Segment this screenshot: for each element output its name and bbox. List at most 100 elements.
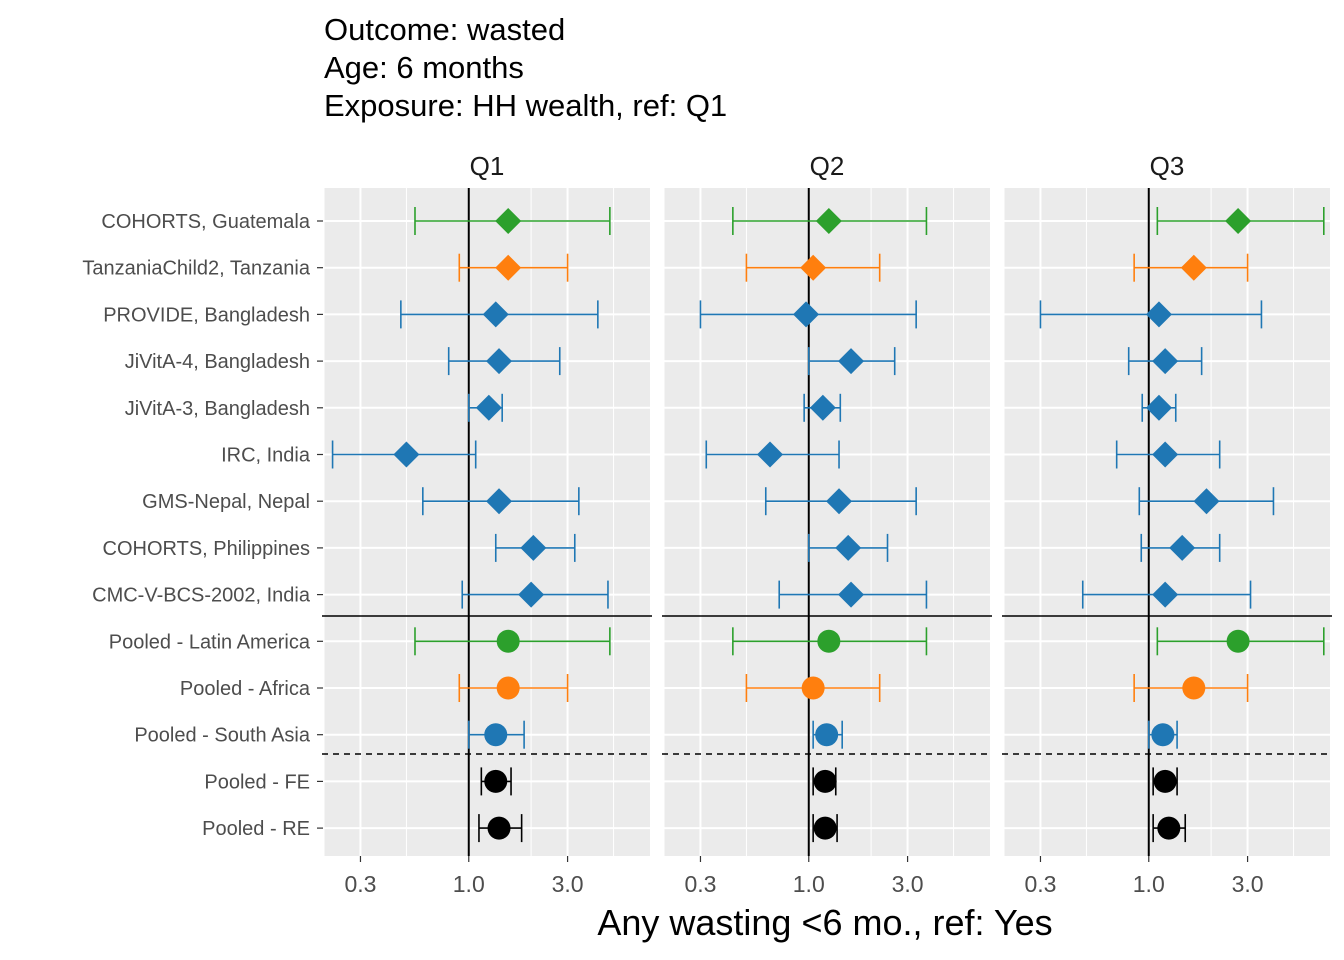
estimate-pooled-south-asia xyxy=(812,720,843,749)
estimate-provide-bangladesh xyxy=(699,300,917,329)
point-estimate-diamond xyxy=(800,254,827,281)
estimate-pooled-re xyxy=(812,814,838,843)
estimate-cohorts-philippines xyxy=(494,533,576,562)
estimate-cohorts-guatemala xyxy=(414,207,611,235)
point-estimate-diamond xyxy=(1225,208,1252,234)
pooled-estimate-point xyxy=(801,676,825,700)
estimate-cmc-v-bcs-2002-india xyxy=(1081,580,1252,609)
row-label-pooled-africa: Pooled - Africa xyxy=(180,678,311,700)
estimate-tanzaniachild2-tanzania xyxy=(458,253,569,282)
x-tick-label: 3.0 xyxy=(552,871,584,897)
x-tick-label: 1.0 xyxy=(793,871,825,897)
panel-background xyxy=(1004,188,1330,856)
estimate-pooled-africa xyxy=(1133,674,1249,702)
pooled-estimate-point xyxy=(813,769,837,793)
pooled-estimate-point xyxy=(484,769,508,793)
point-estimate-diamond xyxy=(1169,534,1196,561)
estimate-pooled-fe xyxy=(480,767,512,796)
estimate-gms-nepal-nepal xyxy=(1138,487,1275,516)
row-label-provide-bangladesh: PROVIDE, Bangladesh xyxy=(103,304,310,326)
x-tick-label: 1.0 xyxy=(1133,871,1165,897)
row-labels: COHORTS, Guatemala TanzaniaChild2, Tanzan… xyxy=(82,211,323,840)
point-estimate-diamond xyxy=(1145,301,1172,328)
row-label-pooled-re: Pooled - RE xyxy=(202,818,310,840)
estimate-cohorts-guatemala xyxy=(1156,207,1325,235)
x-tick-label: 0.3 xyxy=(684,871,716,897)
facet-panels: Q1 0.3 1.0 3.0 Q2 0.3 1.0 3.0 Q3 0.3 1.0 3.0 xyxy=(322,151,1332,897)
facet-strip-label: Q2 xyxy=(810,151,845,181)
row-label-cmc-v-bcs-2002-india: CMC-V-BCS-2002, India xyxy=(92,585,311,607)
facet-strip-label: Q1 xyxy=(470,151,505,181)
estimate-gms-nepal-nepal xyxy=(764,487,917,516)
point-estimate-diamond xyxy=(793,301,820,328)
estimate-pooled-latin-america xyxy=(732,627,928,656)
row-label-cohorts-guatemala: COHORTS, Guatemala xyxy=(101,211,310,233)
pooled-estimate-point xyxy=(487,816,511,840)
row-label-gms-nepal-nepal: GMS-Nepal, Nepal xyxy=(142,491,310,513)
panel-background xyxy=(664,188,990,856)
x-tick-label: 1.0 xyxy=(453,871,485,897)
estimate-tanzaniachild2-tanzania xyxy=(745,253,881,282)
x-tick-label: 0.3 xyxy=(1024,871,1056,897)
pooled-estimate-point xyxy=(815,723,839,747)
estimate-provide-bangladesh xyxy=(400,300,599,329)
estimate-cohorts-guatemala xyxy=(732,207,928,235)
estimate-jivita-3-bangladesh xyxy=(1141,393,1177,422)
estimate-provide-bangladesh xyxy=(1039,300,1263,329)
estimate-pooled-fe xyxy=(1152,767,1178,796)
title-line-exposure: Exposure: HH wealth, ref: Q1 xyxy=(324,88,727,123)
estimate-irc-india xyxy=(705,440,840,469)
point-estimate-diamond xyxy=(482,301,509,328)
point-estimate-diamond xyxy=(809,394,836,421)
point-estimate-diamond xyxy=(495,254,522,281)
point-estimate-diamond xyxy=(486,348,513,375)
estimate-gms-nepal-nepal xyxy=(422,487,580,516)
pooled-estimate-point xyxy=(813,816,837,840)
row-label-pooled-south-asia: Pooled - South Asia xyxy=(134,725,311,747)
estimate-tanzaniachild2-tanzania xyxy=(1133,253,1249,282)
point-estimate-diamond xyxy=(815,208,842,234)
point-estimate-diamond xyxy=(486,488,513,515)
estimate-pooled-africa xyxy=(458,674,569,702)
row-label-tanzaniachild2-tanzania: TanzaniaChild2, Tanzania xyxy=(82,258,310,280)
estimate-jivita-4-bangladesh xyxy=(807,347,896,376)
pooled-estimate-point xyxy=(1182,676,1206,700)
point-estimate-diamond xyxy=(495,208,522,234)
estimate-pooled-south-asia xyxy=(467,720,525,749)
row-label-pooled-latin-america: Pooled - Latin America xyxy=(109,631,311,653)
x-axis-title: Any wasting <6 mo., ref: Yes xyxy=(597,902,1052,943)
point-estimate-diamond xyxy=(1152,348,1179,375)
estimate-pooled-latin-america xyxy=(414,627,611,656)
point-estimate-diamond xyxy=(475,394,502,421)
row-label-pooled-fe: Pooled - FE xyxy=(204,771,310,793)
estimate-jivita-3-bangladesh xyxy=(803,393,842,422)
x-tick-label: 0.3 xyxy=(344,871,376,897)
estimate-irc-india xyxy=(1115,440,1221,469)
point-estimate-diamond xyxy=(835,534,862,561)
estimate-pooled-latin-america xyxy=(1156,627,1325,656)
estimate-jivita-4-bangladesh xyxy=(1127,347,1203,376)
estimate-pooled-south-asia xyxy=(1147,720,1178,749)
panel-q2: Q2 0.3 1.0 3.0 xyxy=(662,151,992,897)
estimate-pooled-re xyxy=(1152,814,1187,843)
point-estimate-diamond xyxy=(1193,488,1220,515)
point-estimate-diamond xyxy=(1145,394,1172,421)
row-label-jivita-3-bangladesh: JiVitA-3, Bangladesh xyxy=(125,398,310,420)
point-estimate-diamond xyxy=(1152,441,1179,468)
estimate-pooled-fe xyxy=(812,767,837,796)
x-tick-label: 3.0 xyxy=(1232,871,1264,897)
row-label-cohorts-philippines: COHORTS, Philippines xyxy=(103,538,310,560)
pooled-estimate-point xyxy=(1157,816,1181,840)
chart-title: Outcome: wasted Age: 6 months Exposure: … xyxy=(324,12,727,123)
point-estimate-diamond xyxy=(393,441,420,468)
row-label-irc-india: IRC, India xyxy=(221,445,311,467)
point-estimate-diamond xyxy=(838,348,865,375)
estimate-cmc-v-bcs-2002-india xyxy=(778,580,928,609)
panel-q3: Q3 0.3 1.0 3.0 xyxy=(1002,151,1332,897)
pooled-estimate-point xyxy=(817,629,841,653)
pooled-estimate-point xyxy=(1226,629,1250,653)
pooled-estimate-point xyxy=(1151,723,1175,747)
x-tick-label: 3.0 xyxy=(892,871,924,897)
estimate-cohorts-philippines xyxy=(807,533,889,562)
estimate-pooled-re xyxy=(478,814,523,843)
